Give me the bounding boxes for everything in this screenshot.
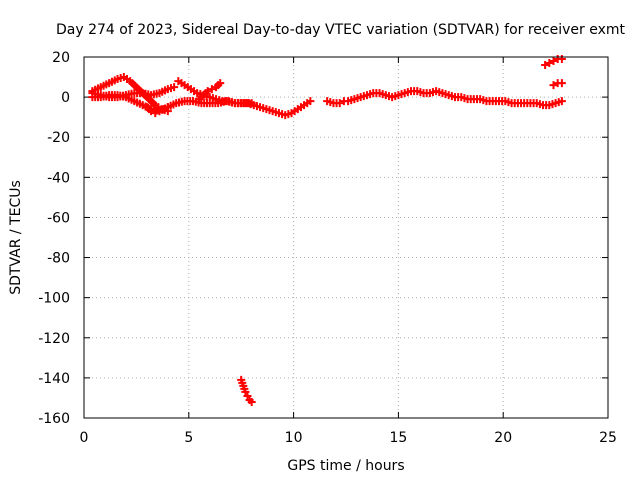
data-point xyxy=(243,391,252,400)
y-tick-label: 20 xyxy=(52,50,70,66)
y-tick-label: -80 xyxy=(47,251,70,267)
x-axis-title: GPS time / hours xyxy=(287,458,404,474)
y-axis-title: SDTVAR / TECUs xyxy=(8,180,24,295)
data-point xyxy=(541,61,550,70)
data-point xyxy=(151,109,160,118)
y-tick-label: -60 xyxy=(47,210,70,226)
x-tick-label: 15 xyxy=(389,430,407,446)
data-point xyxy=(163,103,172,112)
chart-title: Day 274 of 2023, Sidereal Day-to-day VTE… xyxy=(56,22,626,38)
y-tick-label: -40 xyxy=(47,170,70,186)
series-arc-f xyxy=(195,79,225,104)
series-arc-g xyxy=(237,375,256,406)
data-point xyxy=(545,59,554,68)
y-tick-labels: 20 0 -20 -40 -60 -80 -100 -120 -140 -160 xyxy=(38,50,70,427)
plot-frame xyxy=(83,56,609,419)
series-arc-c xyxy=(88,91,256,116)
data-points xyxy=(88,55,566,406)
data-point xyxy=(207,85,216,94)
series-arc-j xyxy=(541,55,566,70)
series-arc-d xyxy=(142,103,172,118)
data-point xyxy=(170,83,179,92)
data-point xyxy=(247,397,256,406)
x-tick-label: 0 xyxy=(80,430,89,446)
data-point xyxy=(241,387,250,396)
data-point xyxy=(549,57,558,66)
data-point xyxy=(147,107,156,116)
y-tick-label: 0 xyxy=(61,90,70,106)
x-tick-labels: 0 5 10 15 20 25 xyxy=(80,430,617,446)
series-arc-i xyxy=(344,87,566,110)
data-point xyxy=(155,107,164,116)
grid-lines xyxy=(84,57,608,418)
data-point xyxy=(557,79,566,88)
data-point xyxy=(557,55,566,64)
y-tick-label: -100 xyxy=(38,291,70,307)
series-arc-k xyxy=(549,79,566,90)
data-point xyxy=(216,79,225,88)
x-tick-label: 25 xyxy=(599,430,617,446)
x-tick-label: 10 xyxy=(285,430,303,446)
y-tick-label: -140 xyxy=(38,371,70,387)
y-tick-label: -160 xyxy=(38,411,70,427)
data-point xyxy=(549,81,558,90)
data-point xyxy=(335,99,344,108)
data-point xyxy=(159,105,168,114)
series-arc-h xyxy=(323,97,348,108)
data-point xyxy=(203,87,212,96)
y-tick-label: -20 xyxy=(47,130,70,146)
x-tick-label: 20 xyxy=(494,430,512,446)
data-point xyxy=(557,97,566,106)
y-tick-label: -120 xyxy=(38,331,70,347)
data-point xyxy=(306,97,315,106)
x-tick-label: 5 xyxy=(184,430,193,446)
